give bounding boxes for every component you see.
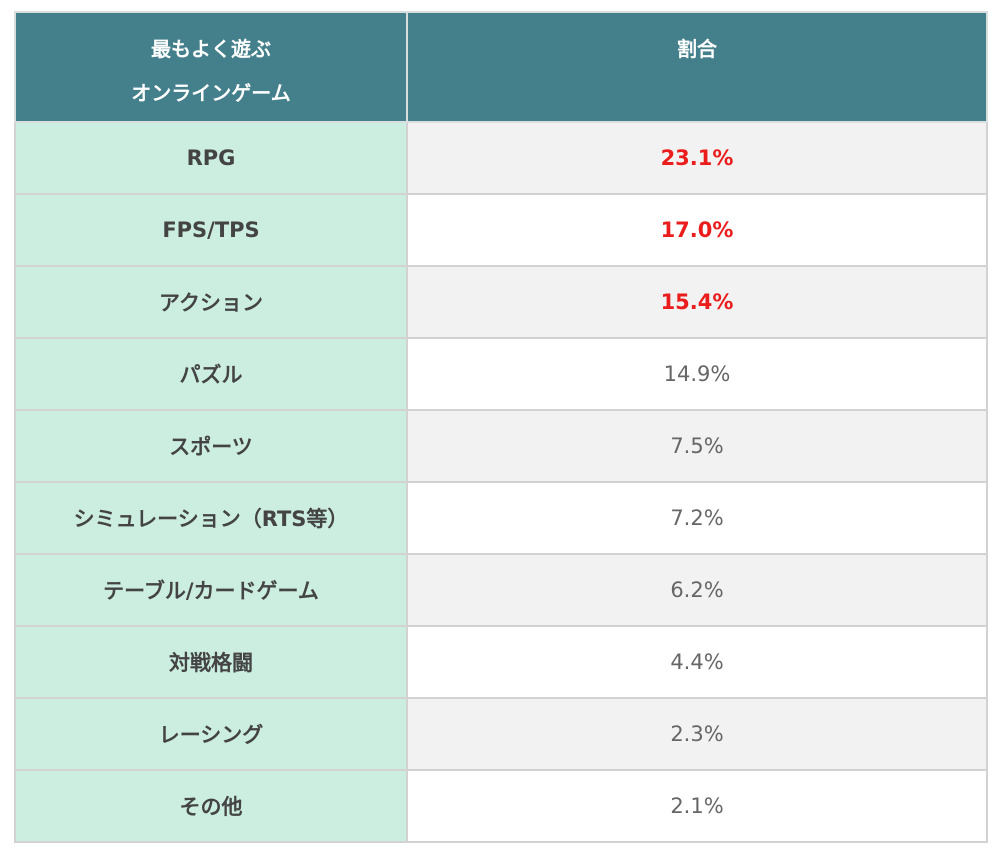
game-share-table: 最もよく遊ぶ オンラインゲーム 割合 RPG 23.1% FPS/TPS 17.0% ア… bbox=[14, 11, 988, 843]
genre-cell: アクション bbox=[14, 265, 408, 339]
header-game-genre: 最もよく遊ぶ オンラインゲーム bbox=[14, 11, 408, 123]
share-cell: 2.3% bbox=[406, 697, 988, 771]
share-cell: 23.1% bbox=[406, 121, 988, 195]
genre-cell: RPG bbox=[14, 121, 408, 195]
table-row: その他 2.1% bbox=[14, 769, 988, 843]
genre-cell: シミュレーション（RTS等） bbox=[14, 481, 408, 555]
genre-cell: スポーツ bbox=[14, 409, 408, 483]
genre-cell: テーブル/カードゲーム bbox=[14, 553, 408, 627]
table-row: パズル 14.9% bbox=[14, 337, 988, 411]
share-cell: 14.9% bbox=[406, 337, 988, 411]
genre-cell: パズル bbox=[14, 337, 408, 411]
share-cell: 15.4% bbox=[406, 265, 988, 339]
header-game-genre-line2: オンラインゲーム bbox=[131, 81, 291, 105]
table-row: テーブル/カードゲーム 6.2% bbox=[14, 553, 988, 627]
table-row: スポーツ 7.5% bbox=[14, 409, 988, 483]
genre-cell: 対戦格闘 bbox=[14, 625, 408, 699]
table-row: シミュレーション（RTS等） 7.2% bbox=[14, 481, 988, 555]
genre-cell: その他 bbox=[14, 769, 408, 843]
table-body: RPG 23.1% FPS/TPS 17.0% アクション 15.4% パズル 14.9% スポ… bbox=[14, 121, 988, 843]
genre-cell: レーシング bbox=[14, 697, 408, 771]
genre-cell: FPS/TPS bbox=[14, 193, 408, 267]
share-cell: 7.2% bbox=[406, 481, 988, 555]
game-share-table-container: 最もよく遊ぶ オンラインゲーム 割合 RPG 23.1% FPS/TPS 17.0% ア… bbox=[14, 11, 988, 843]
share-cell: 17.0% bbox=[406, 193, 988, 267]
table-row: アクション 15.4% bbox=[14, 265, 988, 339]
header-share: 割合 bbox=[406, 11, 988, 123]
table-row: レーシング 2.3% bbox=[14, 697, 988, 771]
table-row: RPG 23.1% bbox=[14, 121, 988, 195]
table-header-row: 最もよく遊ぶ オンラインゲーム 割合 bbox=[14, 11, 988, 123]
header-game-genre-line1: 最もよく遊ぶ bbox=[151, 37, 271, 61]
share-cell: 6.2% bbox=[406, 553, 988, 627]
share-cell: 4.4% bbox=[406, 625, 988, 699]
table-row: 対戦格闘 4.4% bbox=[14, 625, 988, 699]
share-cell: 7.5% bbox=[406, 409, 988, 483]
share-cell: 2.1% bbox=[406, 769, 988, 843]
table-row: FPS/TPS 17.0% bbox=[14, 193, 988, 267]
